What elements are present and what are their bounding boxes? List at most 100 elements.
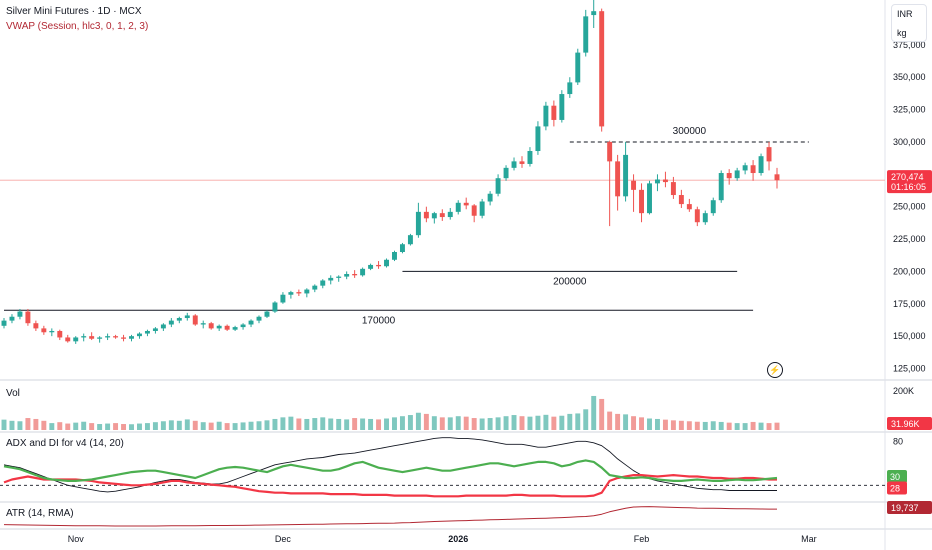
- volume-bar: [9, 420, 15, 430]
- level-label-170000: 170000: [362, 315, 396, 326]
- candle-body: [73, 337, 79, 342]
- time-tick-label: Nov: [68, 534, 85, 544]
- level-label-200000: 200000: [553, 276, 587, 287]
- volume-bar: [694, 421, 700, 430]
- price-tick-label: 250,000: [893, 202, 926, 212]
- candle-body: [774, 174, 780, 181]
- candle-body: [471, 205, 477, 216]
- level-label-300000: 300000: [673, 126, 707, 137]
- volume-bar: [33, 418, 39, 430]
- volume-bar: [121, 424, 127, 430]
- volume-bar: [463, 416, 469, 430]
- volume-bar: [232, 423, 238, 430]
- volume-bar: [296, 418, 302, 430]
- candle-body: [559, 94, 565, 120]
- candle-body: [599, 11, 605, 127]
- volume-bar: [647, 418, 652, 430]
- volume-bar: [97, 424, 103, 430]
- volume-bar: [144, 423, 150, 430]
- candle-body: [89, 336, 95, 339]
- volume-bar: [81, 421, 87, 430]
- price-tick-label: 325,000: [893, 105, 926, 115]
- price-badge: [887, 170, 932, 194]
- volume-bar: [352, 418, 358, 430]
- volume-bar: [662, 419, 668, 430]
- volume-bar: [344, 419, 350, 430]
- candle-body: [455, 202, 461, 212]
- volume-bar: [368, 418, 374, 430]
- atr-badge: [887, 501, 932, 514]
- adx-legend: ADX and DI for v4 (14, 20): [6, 438, 124, 449]
- candle-body: [678, 195, 684, 205]
- volume-bar: [631, 416, 637, 430]
- lightning-icon[interactable]: ⚡: [767, 362, 783, 378]
- volume-bar: [288, 416, 294, 430]
- candle-body: [248, 320, 254, 325]
- candle-body: [200, 323, 206, 325]
- candle-body: [479, 201, 485, 216]
- candle-body: [216, 325, 222, 329]
- volume-bar: [503, 416, 509, 430]
- candle-body: [591, 11, 597, 16]
- volume-bar: [766, 423, 772, 430]
- candle-body: [224, 325, 230, 330]
- candle-body: [137, 333, 142, 337]
- volume-bar: [487, 418, 493, 430]
- candle-body: [81, 336, 87, 338]
- candle-body: [495, 178, 501, 194]
- candle-body: [670, 182, 676, 196]
- volume-bar: [137, 423, 142, 430]
- candle-body: [415, 211, 421, 236]
- volume-bar: [184, 419, 190, 430]
- volume-bar: [384, 418, 389, 430]
- price-tick-label: 125,000: [893, 364, 926, 374]
- price-tick-label: 350,000: [893, 72, 926, 82]
- volume-tick-label: 200K: [893, 386, 914, 396]
- volume-bar: [17, 421, 23, 430]
- price-tick-label: 150,000: [893, 331, 926, 341]
- volume-bar: [734, 423, 740, 430]
- volume-bar: [623, 414, 629, 430]
- volume-bar: [718, 421, 724, 430]
- candle-body: [423, 211, 429, 219]
- candle-body: [694, 209, 700, 223]
- time-tick-label: 2026: [448, 534, 468, 544]
- candle-body: [97, 337, 103, 339]
- volume-current-label: 31.96K: [891, 419, 920, 429]
- chart-title: Silver Mini Futures · 1D · MCX: [6, 6, 142, 17]
- price-tick-label: 375,000: [893, 40, 926, 50]
- volume-bar: [328, 418, 334, 430]
- volume-bar: [272, 418, 278, 430]
- candle-body: [726, 173, 732, 179]
- candle-body: [376, 264, 382, 267]
- volume-bar: [726, 422, 732, 430]
- volume-bar: [551, 416, 557, 430]
- volume-bar: [511, 415, 517, 430]
- candle-body: [192, 315, 198, 325]
- candle-body: [463, 202, 469, 206]
- volume-bar: [559, 415, 565, 430]
- candle-body: [575, 52, 581, 83]
- candle-body: [567, 82, 573, 95]
- candle-body: [384, 259, 389, 267]
- candle-body: [758, 156, 764, 174]
- candle-body: [503, 167, 509, 179]
- candle-body: [344, 274, 350, 277]
- indicator-legend: VWAP (Session, hlc3, 0, 1, 2, 3): [6, 21, 148, 32]
- candle-body: [272, 302, 278, 312]
- volume-bar: [248, 421, 254, 430]
- candle-body: [208, 323, 214, 329]
- candle-body: [33, 323, 39, 329]
- candle-body: [487, 193, 493, 202]
- volume-bar: [670, 420, 676, 430]
- currency-unit-selector[interactable]: INR kg: [891, 4, 927, 42]
- volume-bar: [774, 422, 780, 430]
- candle-body: [312, 285, 318, 290]
- volume-bar: [392, 417, 397, 430]
- adx-tick-label: 80: [893, 436, 903, 446]
- candle-body: [407, 235, 413, 245]
- volume-bar: [447, 417, 453, 430]
- time-tick-label: Mar: [801, 534, 817, 544]
- price-tick-label: 300,000: [893, 137, 926, 147]
